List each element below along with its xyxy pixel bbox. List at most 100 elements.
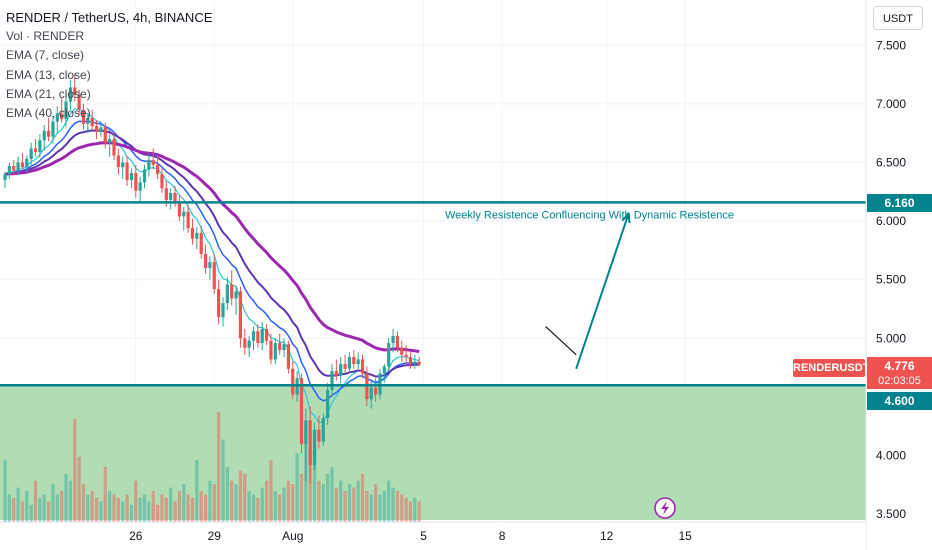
price-tick-label: 5.000 [876, 331, 906, 345]
candle [382, 364, 386, 383]
legend-ema40[interactable]: EMA (40, close) [6, 106, 91, 121]
volume-bar [247, 491, 251, 522]
candle-body [238, 291, 243, 339]
candle-body [42, 130, 46, 141]
candle [190, 218, 195, 245]
time-tick-label: 15 [678, 529, 692, 543]
candle-body [260, 328, 264, 344]
volume-bar [334, 487, 338, 522]
candle [195, 226, 199, 250]
candle [234, 285, 238, 315]
volume-bar [116, 497, 120, 522]
candle [25, 155, 29, 174]
flash-icon[interactable] [654, 497, 676, 519]
volume-bar [29, 504, 33, 522]
legend-ema13[interactable]: EMA (13, close) [6, 67, 91, 82]
candle-body [387, 343, 391, 367]
candle-body [247, 340, 251, 348]
volume-bar [203, 494, 208, 522]
volume-bar [121, 501, 125, 522]
candle-body [182, 211, 186, 217]
candle [77, 89, 81, 116]
candle-body [169, 192, 173, 201]
candle-body [356, 359, 360, 365]
volume-bar [90, 491, 94, 522]
time-tick-label: 8 [499, 529, 506, 543]
volume-bar [321, 484, 325, 522]
volume-bar [299, 473, 304, 522]
legend-volume[interactable]: Vol · RENDER [6, 29, 85, 44]
volume-bar [156, 504, 160, 522]
candle [73, 73, 77, 102]
candle [182, 207, 186, 231]
volume-bar [12, 497, 16, 522]
volume-bar [212, 484, 216, 522]
volume-bar [278, 494, 282, 522]
candle-body [339, 364, 343, 376]
volume-bar [221, 439, 225, 522]
volume-bar [217, 412, 221, 522]
candle [134, 164, 138, 198]
volume-bar [142, 494, 147, 522]
candle-body [177, 202, 181, 217]
candle [64, 92, 68, 128]
volume-bar [108, 491, 112, 522]
candle-body [73, 87, 77, 95]
candle-body [186, 211, 190, 229]
volume-bar [286, 480, 290, 522]
candle [3, 171, 7, 189]
candle-body [382, 366, 386, 374]
candle [121, 156, 125, 179]
candle [247, 335, 251, 358]
price-tick-label: 6.000 [876, 214, 906, 228]
candle [151, 148, 155, 170]
candle [334, 359, 338, 381]
volume-bar [291, 484, 295, 522]
volume-bar [177, 491, 181, 522]
candle [33, 139, 38, 157]
candle-body [417, 361, 421, 365]
candle [260, 321, 264, 351]
currency-button[interactable]: USDT [873, 6, 923, 30]
price-tick-label: 7.500 [876, 38, 906, 52]
candle [108, 134, 112, 157]
candle [408, 352, 413, 369]
candle-body [47, 130, 51, 137]
volume-bar [352, 487, 356, 522]
candle [177, 195, 181, 222]
price-axis: 3.5004.0004.5005.0005.5006.0006.5007.000… [865, 0, 932, 550]
chart-title[interactable]: RENDER / TetherUS, 4h, BINANCE [6, 10, 213, 25]
candle [330, 364, 334, 397]
volume-bar [73, 418, 77, 522]
candle [7, 162, 11, 179]
candle [360, 354, 365, 379]
drawings: Weekly Resistence Confluencing With Dyna… [445, 209, 734, 519]
volume-bar [94, 497, 99, 522]
volume-bar [378, 494, 382, 522]
time-tick-label: Aug [282, 529, 303, 543]
volume-bar [387, 480, 391, 522]
candle [217, 279, 221, 325]
candle-body [360, 359, 365, 374]
volume-bar [208, 480, 212, 522]
candle [343, 354, 347, 374]
legend-ema7[interactable]: EMA (7, close) [6, 48, 85, 63]
volume-bar [343, 491, 347, 522]
candle [125, 155, 129, 186]
volume-bar [173, 501, 177, 522]
candle [138, 176, 142, 202]
candle-body [129, 173, 134, 181]
candle [142, 164, 147, 189]
volume-bar [195, 460, 199, 522]
legend-ema21[interactable]: EMA (21, close) [6, 86, 91, 101]
candle [374, 378, 378, 402]
candle-body [20, 162, 25, 168]
volume-bar [413, 497, 417, 522]
candle-body [29, 148, 33, 159]
volume-bar [68, 480, 72, 522]
volume-bar [199, 491, 203, 522]
volume-bar [339, 480, 343, 522]
candle [238, 286, 243, 348]
price-tick-label: 7.000 [876, 97, 906, 111]
